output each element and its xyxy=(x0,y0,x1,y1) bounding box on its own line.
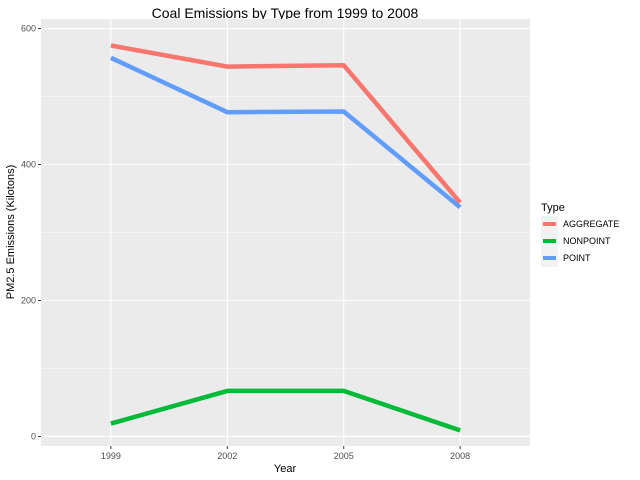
x-tick-label: 2002 xyxy=(217,451,237,461)
legend-title: Type xyxy=(541,202,565,214)
y-tick-label: 400 xyxy=(21,160,36,170)
minor-gridlines xyxy=(41,96,530,369)
y-tick-label: 0 xyxy=(31,431,36,441)
y-tick-label: 200 xyxy=(21,295,36,305)
legend-label-aggregate: AGGREGATE xyxy=(563,219,619,229)
x-tick-label: 2008 xyxy=(450,451,470,461)
x-axis-title: Year xyxy=(274,463,297,475)
legend: Type AGGREGATE NONPOINT POINT xyxy=(541,202,619,267)
chart-title: Coal Emissions by Type from 1999 to 2008 xyxy=(152,5,419,21)
series-lines xyxy=(109,43,462,433)
x-tick-label: 1999 xyxy=(101,451,121,461)
series-line-nonpoint xyxy=(110,388,461,433)
y-axis-title: PM2.5 Emissions (Kilotons) xyxy=(5,165,17,300)
x-tick-label: 2005 xyxy=(334,451,354,461)
series-line-point xyxy=(109,55,462,210)
legend-label-nonpoint: NONPOINT xyxy=(563,236,611,246)
y-axis: 0 200 400 600 xyxy=(21,24,41,441)
series-line-aggregate xyxy=(110,43,462,205)
x-axis: 1999 2002 2005 2008 xyxy=(101,446,470,461)
y-tick-label: 600 xyxy=(21,24,36,34)
major-gridlines xyxy=(41,19,530,446)
legend-label-point: POINT xyxy=(563,253,591,263)
